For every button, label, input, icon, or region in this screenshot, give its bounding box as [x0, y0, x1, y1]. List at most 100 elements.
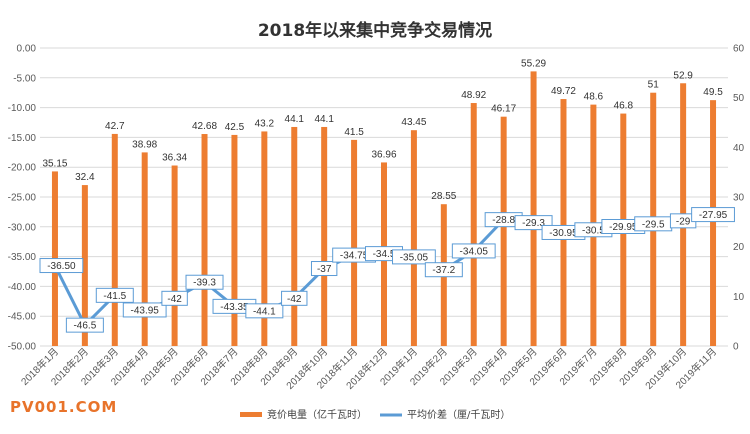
line-label-box	[161, 290, 188, 306]
bar-data-label: 48.92	[461, 90, 486, 101]
line-data-label: -34.5	[373, 249, 396, 260]
x-axis: 2018年1月2018年2月2018年3月2018年4月2018年5月2018年…	[18, 345, 719, 392]
line-data-label: -43.35	[220, 302, 249, 313]
right-tick-label: 20	[733, 242, 745, 253]
bar	[111, 133, 118, 346]
line-data-label: -30.95	[549, 228, 578, 239]
bar-data-label: 42.5	[225, 122, 245, 133]
line-label-box	[424, 262, 463, 278]
bar-data-label: 36.96	[371, 149, 396, 160]
left-tick-label: -5.00	[13, 73, 36, 84]
bar-data-label: 49.72	[551, 86, 576, 97]
chart-title: 2018年以来集中竞争交易情况	[258, 20, 492, 41]
bar-data-label: 41.5	[344, 127, 364, 138]
legend-line-label: 平均价差（厘/千瓦时）	[407, 408, 510, 421]
left-tick-label: 0.00	[17, 44, 37, 55]
line-data-label: -36.50	[47, 261, 76, 272]
bar	[560, 99, 567, 346]
bar-data-label: 43.2	[255, 118, 275, 129]
line-labels: -36.50 -46.5 -41.5 -43.95 -42 -39.3 -43.35 -44.…	[39, 207, 735, 333]
bar	[710, 100, 717, 347]
line-data-label: -41.5	[103, 291, 126, 302]
line-label-box	[451, 243, 496, 259]
bar	[470, 103, 477, 346]
bar-data-label: 55.29	[521, 58, 546, 69]
left-axis: 0.00 -5.00 -10.00 -15.00 -20.00 -25.00 -30.00 -…	[8, 44, 37, 353]
line-data-label: -42	[287, 294, 302, 305]
left-tick-label: -15.00	[8, 133, 37, 144]
line-data-label: -46.5	[73, 321, 96, 332]
line-data-label: -27.95	[699, 210, 728, 221]
right-tick-label: 50	[733, 93, 745, 104]
line-label-box	[245, 303, 284, 319]
bar-data-label: 36.34	[162, 153, 187, 164]
bar-data-label: 44.1	[314, 114, 334, 125]
bar-data-label: 49.5	[703, 87, 723, 98]
line-data-label: -42	[167, 294, 182, 305]
bar-data-label: 42.68	[192, 121, 217, 132]
line-data-label: -29	[676, 216, 691, 227]
right-axis: 60 50 40 30 20 10 0	[733, 44, 745, 353]
line-label-box	[39, 258, 84, 274]
line-data-label: -30.5	[582, 225, 605, 236]
line-data-label: -37	[317, 264, 332, 275]
left-tick-label: -50.00	[8, 342, 37, 353]
bar	[231, 134, 238, 346]
line-data-label: -37.2	[432, 265, 455, 276]
watermark-text: PV001.COM	[10, 398, 118, 416]
bar	[530, 71, 537, 346]
bar	[141, 152, 148, 346]
bar-data-label: 28.55	[431, 191, 456, 202]
line-label-box	[122, 302, 167, 318]
right-tick-label: 0	[733, 342, 739, 353]
legend-bar-swatch	[240, 412, 262, 417]
right-tick-label: 60	[733, 44, 745, 55]
right-tick-label: 30	[733, 193, 745, 204]
bar-data-label: 43.45	[401, 117, 426, 128]
line-data-label: -39.3	[193, 278, 216, 289]
right-tick-label: 10	[733, 292, 745, 303]
line-data-label: -34.75	[340, 251, 369, 262]
line-label-box	[185, 274, 224, 290]
left-tick-label: -35.00	[8, 252, 37, 263]
line-label-box	[691, 207, 735, 223]
bar	[261, 131, 268, 346]
bar	[201, 134, 208, 346]
bar	[171, 165, 178, 346]
bar-data-label: 48.6	[584, 92, 604, 103]
line-data-label: -28.8	[492, 215, 515, 226]
left-tick-label: -25.00	[8, 193, 37, 204]
line-label-box	[310, 261, 338, 277]
bar	[410, 130, 417, 346]
bar-data-label: 46.17	[491, 104, 516, 115]
line-label-box	[95, 287, 134, 303]
bar-data-label: 42.7	[105, 121, 125, 132]
left-tick-label: -10.00	[8, 103, 37, 114]
bar	[291, 126, 298, 346]
bar	[321, 126, 328, 346]
line-data-label: -44.1	[253, 306, 276, 317]
left-tick-label: -45.00	[8, 312, 37, 323]
bar-data-label: 35.15	[42, 158, 67, 169]
line-label-box	[392, 249, 436, 265]
line-data-label: -34.05	[460, 246, 489, 257]
left-tick-label: -40.00	[8, 282, 37, 293]
bar-data-label: 46.8	[614, 101, 634, 112]
bar-data-label: 44.1	[285, 114, 305, 125]
bar	[500, 116, 507, 347]
bar-data-label: 51	[648, 80, 660, 91]
bar	[81, 185, 88, 346]
left-tick-label: -30.00	[8, 222, 37, 233]
line-label-box	[65, 317, 104, 333]
bar-data-label: 32.4	[75, 172, 95, 183]
line-data-label: -29.5	[642, 219, 665, 230]
bar-data-label: 52.9	[673, 70, 693, 81]
line-data-label: -35.05	[400, 252, 429, 263]
legend: 竞价电量（亿千瓦时） 平均价差（厘/千瓦时）	[240, 408, 510, 421]
bar	[351, 139, 358, 346]
line-data-label: -29.95	[609, 222, 638, 233]
bar-labels: 35.15 32.4 42.7 38.98 36.34 42.68 42.5 43.2 44.1…	[42, 58, 723, 202]
left-tick-label: -20.00	[8, 163, 37, 174]
line-data-label: -43.95	[131, 305, 160, 316]
